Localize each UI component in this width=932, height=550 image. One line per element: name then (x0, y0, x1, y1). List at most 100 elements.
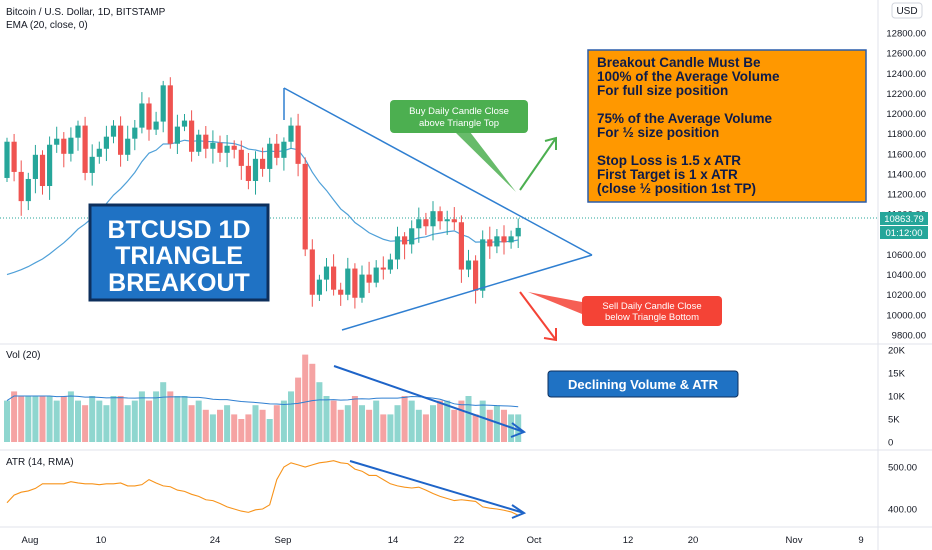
volume-ma-path (6, 395, 519, 408)
volume-axis: 20K 15K 10K 5K 0 (888, 346, 906, 449)
sell-callout-pointer (528, 292, 582, 314)
down-arrow (519, 291, 557, 342)
candle (224, 134, 230, 168)
candle (210, 130, 216, 164)
price-tick: 11400.00 (887, 169, 926, 180)
volume-bar (401, 396, 408, 442)
volume-bar (309, 363, 316, 442)
buy-callout-pointer (455, 132, 516, 192)
volume-label: Vol (20) (6, 350, 40, 361)
volume-bar (146, 400, 152, 442)
candle (61, 132, 67, 168)
candle (125, 125, 131, 161)
volume-bar (280, 400, 287, 442)
currency-button[interactable] (891, 2, 923, 19)
rule-line: Stop Loss is 1.5 x ATR (597, 153, 741, 168)
candle (409, 220, 415, 254)
candle (274, 134, 280, 166)
candle (465, 249, 472, 278)
candle (394, 226, 401, 270)
volume-bar (252, 405, 259, 442)
volume-bar (174, 396, 181, 442)
price-tick: 10200.00 (886, 290, 926, 301)
volume-bar (422, 414, 429, 442)
candle (345, 257, 351, 301)
price-tick: 10600.00 (886, 250, 926, 261)
volume-bar (75, 400, 81, 442)
candle (416, 207, 422, 243)
candle (451, 207, 457, 231)
candle (118, 116, 124, 167)
candle (160, 80, 166, 133)
candle (359, 265, 365, 303)
price-tick: 10400.00 (886, 270, 926, 281)
candle (110, 120, 117, 144)
volume-bar (344, 405, 351, 442)
countdown-tag (880, 226, 928, 239)
candle (281, 137, 287, 171)
volume-bars (4, 354, 522, 442)
volume-bar (202, 409, 209, 442)
candle (444, 210, 450, 235)
candle (25, 172, 31, 211)
candle (167, 77, 173, 149)
volume-bar (4, 400, 10, 442)
price-tick: 12200.00 (886, 89, 926, 100)
up-arrow (519, 136, 557, 191)
volume-bar (472, 414, 479, 442)
candle (437, 206, 443, 230)
candle (267, 137, 273, 183)
candle (402, 232, 408, 260)
candle (245, 152, 251, 190)
volume-bar (67, 391, 74, 442)
time-tick: Sep (275, 535, 292, 546)
candle (515, 218, 521, 249)
volume-bar (103, 405, 110, 442)
price-axis[interactable]: 12800.00 12600.00 12400.00 12200.00 12000.00… (886, 29, 926, 342)
volume-bar (408, 400, 415, 442)
candle (231, 140, 237, 159)
volume-bar (479, 400, 486, 442)
title-line-3: BREAKOUT (108, 269, 250, 297)
candle (260, 147, 266, 177)
volume-tick: 10K (888, 392, 906, 403)
sell-line-2: below Triangle Bottom (605, 312, 699, 323)
candles (4, 77, 521, 309)
candle (54, 126, 60, 153)
volume-bar (188, 405, 195, 442)
volume-bar (238, 419, 245, 442)
candle (480, 230, 486, 298)
time-tick: 24 (210, 535, 221, 546)
time-tick: Oct (527, 535, 542, 546)
time-axis[interactable]: Aug 10 24 Sep 14 22 Oct 12 20 Nov 9 (22, 535, 864, 546)
candle (47, 136, 53, 200)
sell-callout: Sell Daily Candle Close below Triangle B… (582, 296, 722, 326)
candle (473, 255, 479, 304)
volume-bar (53, 400, 60, 442)
volume-bar (458, 400, 465, 442)
volume-bar (60, 396, 67, 442)
candle (153, 111, 159, 135)
candle (238, 140, 244, 180)
volume-bar (89, 396, 96, 442)
candle (32, 144, 38, 194)
candle (302, 157, 308, 257)
candle (89, 144, 95, 186)
volume-bar (217, 409, 223, 442)
volume-bar (295, 377, 302, 442)
volume-trend-arrow (333, 365, 527, 438)
volume-bar (25, 396, 32, 442)
time-tick: 22 (454, 535, 465, 546)
volume-bar (32, 396, 39, 442)
rule-line: For ½ size position (597, 125, 719, 140)
volume-bar (110, 396, 117, 442)
volume-bar (288, 391, 294, 442)
volume-bar (302, 354, 309, 442)
volume-bar (380, 414, 387, 442)
candle (103, 125, 109, 162)
candle (139, 92, 145, 134)
volume-tick: 5K (888, 415, 900, 426)
volume-bar (330, 400, 337, 442)
candle (203, 126, 209, 159)
